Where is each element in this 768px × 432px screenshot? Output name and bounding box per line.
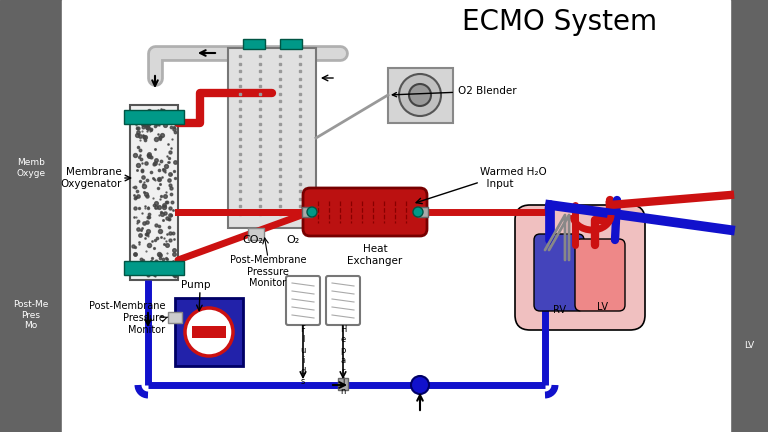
Text: Membrane
Oxygenator: Membrane Oxygenator <box>61 167 122 189</box>
FancyBboxPatch shape <box>326 276 360 325</box>
Text: Heat
Exchanger: Heat Exchanger <box>347 244 402 266</box>
Circle shape <box>413 207 423 217</box>
FancyBboxPatch shape <box>303 188 427 236</box>
FancyBboxPatch shape <box>575 239 625 311</box>
Bar <box>418 207 428 217</box>
Text: ECMO System: ECMO System <box>462 8 657 36</box>
Circle shape <box>411 376 429 394</box>
Circle shape <box>399 74 441 116</box>
Bar <box>302 207 312 217</box>
Text: Post-Membrane
Pressure
Monitor: Post-Membrane Pressure Monitor <box>88 302 165 335</box>
Bar <box>124 261 184 275</box>
Text: LV: LV <box>597 302 607 312</box>
Bar <box>0 0 62 432</box>
Bar <box>62 0 730 432</box>
Text: LV: LV <box>744 340 754 349</box>
Bar <box>130 105 178 280</box>
FancyBboxPatch shape <box>286 276 320 325</box>
Text: F
l
u
i
d
s: F l u i d s <box>300 325 306 386</box>
Bar <box>248 228 264 240</box>
Text: Post-Membrane
Pressure
Monitor: Post-Membrane Pressure Monitor <box>230 255 306 288</box>
Circle shape <box>307 207 317 217</box>
Bar <box>228 48 316 228</box>
Bar <box>124 110 184 124</box>
Text: O₂: O₂ <box>286 235 300 245</box>
Text: O2 Blender: O2 Blender <box>392 86 517 97</box>
Bar <box>338 378 348 390</box>
FancyBboxPatch shape <box>534 234 584 311</box>
Bar <box>168 312 182 323</box>
Bar <box>243 39 265 49</box>
Text: CO₂: CO₂ <box>243 235 263 245</box>
Text: Memb
Oxyge: Memb Oxyge <box>16 158 45 178</box>
Bar <box>192 326 226 338</box>
Text: Warmed H₂O
  Input: Warmed H₂O Input <box>480 167 547 189</box>
Circle shape <box>185 308 233 356</box>
Circle shape <box>409 84 431 106</box>
FancyBboxPatch shape <box>515 205 645 330</box>
Bar <box>280 39 302 49</box>
Text: H
e
p
a
r
i
n: H e p a r i n <box>339 325 346 397</box>
Bar <box>175 298 243 366</box>
Text: RV: RV <box>554 305 567 315</box>
Text: Post-Me
Pres
Mo: Post-Me Pres Mo <box>13 300 48 330</box>
Bar <box>730 0 768 432</box>
Bar <box>388 68 453 123</box>
Text: Pump: Pump <box>181 280 210 290</box>
